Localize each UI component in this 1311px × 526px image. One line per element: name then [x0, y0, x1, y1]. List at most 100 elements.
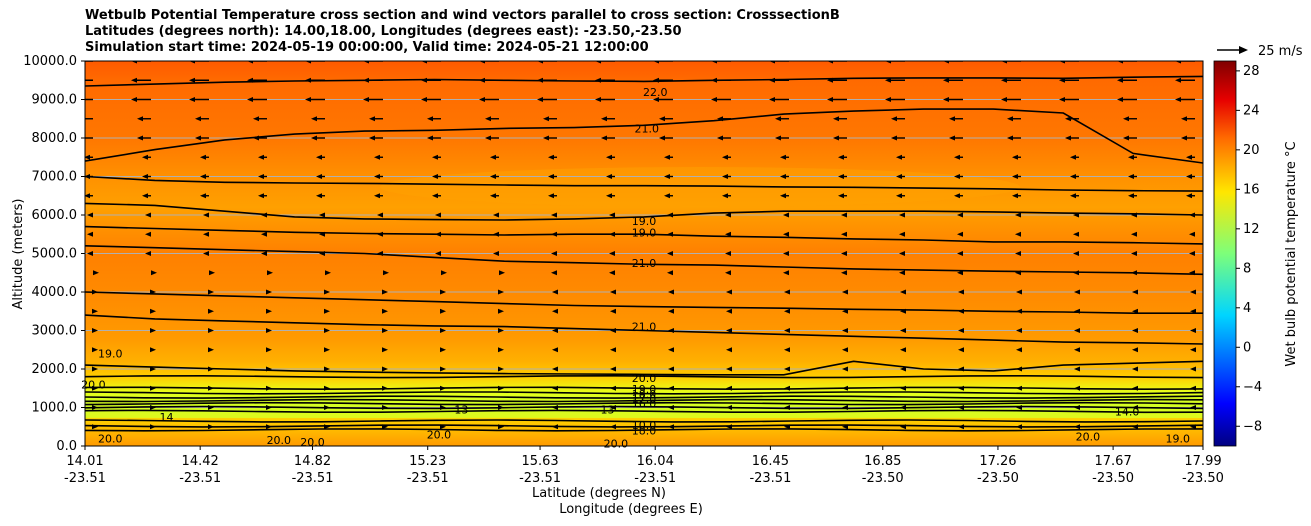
wind-vector-head — [1117, 97, 1123, 102]
wind-vector-head — [150, 366, 156, 372]
y-axis-label: Altitude (meters) — [11, 199, 26, 310]
wind-vector-head — [311, 116, 317, 122]
wind-vector-head — [842, 289, 848, 295]
colorbar-ticks: −8 −4 0 4 8 12 16 20 24 28 — [1236, 64, 1262, 434]
y-tick-label: 4000.0 — [32, 285, 78, 300]
contour-line — [85, 428, 1203, 432]
wind-vector-head — [382, 347, 388, 353]
wind-vector-head — [1016, 366, 1022, 372]
x-tick-lon: -23.50 — [977, 471, 1019, 486]
wind-vector-head — [485, 135, 491, 141]
wind-vector-head — [1128, 174, 1134, 179]
wind-key: 25 m/s — [1217, 44, 1303, 59]
wind-vector-head — [421, 97, 427, 102]
x-axis-label: Latitude (degrees N) — [532, 486, 666, 501]
wind-vector-head — [601, 135, 607, 141]
wind-vector-head — [711, 61, 717, 64]
wind-vector-head — [432, 193, 438, 199]
wind-vector-head — [490, 193, 496, 199]
x-tick-lon: -23.51 — [519, 471, 561, 486]
colorbar — [1213, 60, 1237, 447]
wind-vector-head — [900, 366, 906, 372]
wind-vector-head — [958, 424, 964, 430]
wind-vector-head — [543, 135, 549, 141]
wind-vector-head — [440, 385, 446, 391]
wind-vector-head — [189, 77, 195, 83]
wind-vector-head — [1131, 231, 1137, 237]
cool-core — [380, 167, 1020, 207]
wind-vector-head — [92, 366, 98, 372]
wind-vector-head — [93, 270, 99, 276]
wind-vector-head — [885, 97, 891, 102]
wind-vector-head — [957, 270, 963, 276]
wind-vector-head — [841, 270, 847, 276]
wind-vector-head — [842, 405, 848, 410]
wind-vector-head — [711, 77, 717, 83]
wind-vector-head — [266, 366, 272, 372]
wind-vector-head — [609, 231, 615, 237]
wind-vector-head — [383, 270, 389, 276]
wind-vector-head — [316, 193, 322, 199]
wind-vector-head — [1074, 308, 1080, 314]
wind-vector-head — [722, 174, 728, 179]
wind-vector-head — [601, 116, 607, 122]
wind-vector-head — [725, 251, 731, 256]
contour-line — [85, 386, 1203, 391]
colorbar-tick-label: 20 — [1243, 143, 1260, 158]
wind-vector-head — [203, 251, 209, 256]
wind-vector-head — [833, 135, 839, 141]
wind-vector-head — [943, 77, 949, 83]
wind-vector-head — [247, 97, 253, 102]
wind-vector-head — [150, 289, 156, 295]
contour-label: 21.0 — [632, 321, 657, 334]
wind-vector-head — [195, 116, 201, 122]
wind-vector-head — [1117, 77, 1123, 83]
wind-vector-head — [610, 289, 616, 295]
contour-line — [85, 409, 1203, 414]
title-line-2: Latitudes (degrees north): 14.00,18.00, … — [85, 24, 682, 39]
wind-vector-head — [382, 308, 388, 314]
wind-vector-head — [319, 212, 325, 218]
wind-vector-head — [610, 424, 616, 430]
wind-vector-head — [668, 424, 674, 430]
wind-vector-head — [493, 231, 499, 237]
wind-vector-head — [711, 97, 717, 102]
wind-vector-head — [150, 328, 156, 333]
wind-vector-head — [131, 77, 137, 83]
wind-vector-head — [606, 174, 612, 179]
wind-vector-head — [784, 366, 790, 372]
contour-label: 21.0 — [632, 257, 657, 270]
colorbar-tick-label: 28 — [1243, 64, 1260, 79]
wind-vector-head — [142, 193, 148, 199]
wind-vector-head — [899, 231, 905, 237]
wind-vector-head — [440, 366, 446, 372]
wind-vector-head — [92, 405, 98, 410]
contour-label: 19.0 — [98, 348, 123, 361]
wind-vector-head — [769, 77, 775, 83]
wind-vector-head — [833, 116, 839, 122]
wind-vector-head — [726, 424, 732, 430]
contour-label: 13 — [454, 403, 468, 416]
wind-vector-head — [374, 174, 380, 179]
wind-vector-head — [363, 97, 369, 102]
wind-vector-head — [266, 328, 272, 333]
wind-vector-head — [552, 289, 558, 295]
wind-vector-head — [784, 289, 790, 295]
wind-vector-head — [1065, 116, 1071, 122]
wind-vector-head — [609, 212, 615, 218]
wind-vector-head — [137, 135, 143, 141]
wind-vector-head — [1074, 424, 1080, 430]
wind-vector-head — [668, 289, 674, 295]
wind-vector-head — [498, 405, 504, 410]
wind-vector-head — [1001, 77, 1007, 83]
x-tick-lat: 17.26 — [979, 454, 1016, 469]
wind-vector-head — [841, 212, 847, 218]
wind-vector-head — [958, 289, 964, 295]
x-tick-lon: -23.50 — [1182, 471, 1224, 486]
wind-vector-head — [311, 135, 317, 141]
wind-vector-head — [150, 424, 156, 430]
wind-vector-head — [1190, 289, 1196, 295]
wind-vector-head — [784, 405, 790, 410]
wind-vector-head — [441, 270, 447, 276]
wind-vector-head — [552, 424, 558, 430]
